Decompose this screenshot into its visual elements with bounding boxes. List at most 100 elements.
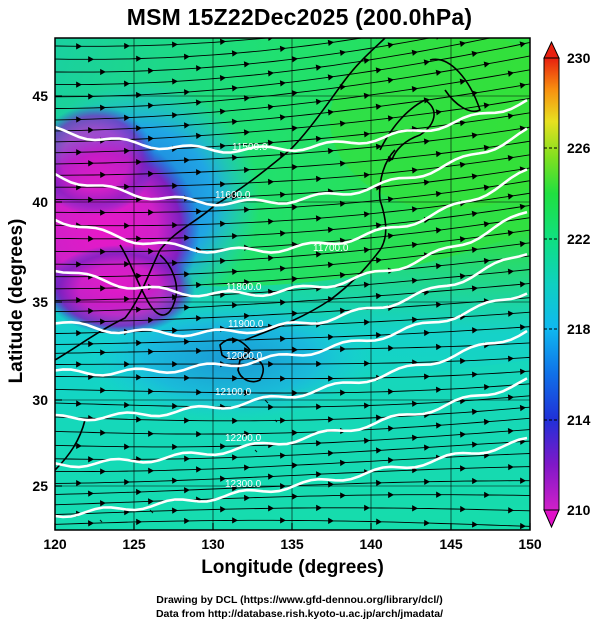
streamline-arrow: [292, 310, 298, 317]
streamline-arrow: [172, 78, 178, 85]
streamline-arrow: [172, 477, 178, 484]
contour-line: [55, 127, 528, 207]
streamline-arrow: [184, 517, 190, 525]
streamline-arrow: [424, 519, 430, 527]
streamline-arrow: [460, 431, 466, 438]
streamline-arrow: [76, 479, 82, 487]
contour-labels: 11500.0 11600.0 11700.0 11800.0 11900.0 …: [215, 142, 349, 490]
streamline-arrow: [220, 38, 226, 45]
streamline-arrow: [533, 451, 538, 456]
streamline-arrow: [364, 23, 369, 28]
streamline: [55, 126, 530, 165]
contour-label-12300: 12300.0: [225, 479, 262, 490]
streamline-arrow: [388, 491, 394, 499]
streamline-arrow: [76, 400, 82, 407]
streamline-arrow: [100, 500, 106, 507]
streamline-arrow: [424, 444, 430, 451]
streamline-arrow: [460, 505, 466, 513]
streamline: [55, 38, 365, 60]
streamline-arrow: [268, 288, 274, 296]
streamline: [55, 55, 530, 109]
streamline-arrow: [244, 347, 250, 354]
streamline-arrow: [387, 232, 394, 240]
streamline-arrow: [136, 158, 142, 166]
streamline-arrow: [459, 236, 466, 243]
streamline-arrow: [376, 479, 382, 487]
streamline-arrow: [484, 383, 490, 391]
streamline-arrow: [136, 488, 142, 496]
streamline: [55, 167, 530, 201]
streamline-arrow: [148, 135, 154, 142]
streamline-arrow: [100, 349, 106, 356]
streamline-arrow: [339, 120, 346, 127]
streamline-arrow: [172, 294, 178, 301]
streamline-arrow: [520, 438, 526, 445]
streamline-arrow: [483, 61, 490, 68]
streamline-arrow: [100, 387, 106, 394]
streamline-arrow: [232, 337, 238, 344]
streamline-arrow: [76, 184, 82, 191]
streamline-arrow: [423, 59, 430, 66]
streamline-arrow: [292, 493, 298, 500]
streamline-arrow: [375, 257, 382, 264]
streamline-arrow: [483, 144, 490, 151]
streamline-arrow: [508, 355, 514, 362]
streamline-arrow: [172, 507, 178, 514]
streamline-arrow: [124, 260, 130, 268]
streamline-arrow: [196, 281, 202, 289]
streamline-arrow: [279, 114, 286, 121]
streamline: [55, 494, 530, 506]
streamline: [55, 383, 530, 394]
streamline-arrow: [267, 70, 274, 77]
y-tick-label: 35: [32, 294, 48, 310]
streamline-arrow: [148, 430, 154, 437]
streamline-arrow: [507, 268, 514, 275]
streamline-arrow: [148, 316, 154, 324]
streamline-arrow: [172, 41, 178, 48]
contour-line: [55, 252, 528, 338]
contour-line: [55, 436, 528, 519]
streamline-arrow: [279, 80, 286, 87]
streamline-arrow: [472, 15, 477, 20]
streamline-arrow: [76, 43, 82, 50]
streamline-arrow: [471, 246, 478, 254]
streamline-arrow: [364, 437, 370, 444]
streamline-arrow: [244, 166, 250, 174]
streamline-arrow: [364, 319, 370, 326]
streamline-arrow: [472, 477, 478, 485]
streamline-arrow: [340, 389, 346, 396]
streamline-arrow: [316, 440, 322, 447]
streamline-arrow: [484, 452, 490, 459]
streamline-arrow: [232, 193, 238, 201]
streamline-arrow: [507, 394, 514, 401]
streamline-arrow: [376, 331, 382, 339]
streamline: [55, 38, 432, 73]
streamline-arrow: [340, 345, 346, 353]
streamline-arrow: [375, 184, 382, 191]
streamline-arrow: [435, 227, 442, 234]
streamline-arrow: [411, 241, 418, 249]
streamline-arrow: [232, 232, 238, 240]
streamline-arrow: [172, 360, 178, 368]
streamline-arrow: [411, 167, 418, 174]
x-tick-label: 130: [201, 536, 225, 552]
streamline-arrow: [316, 403, 322, 410]
streamline-arrow: [460, 357, 466, 365]
streamline: [55, 326, 530, 345]
streamline-arrow: [292, 346, 298, 353]
streamline-arrow: [436, 301, 442, 308]
streamline-arrow: [423, 138, 430, 145]
streamline-arrow: [280, 151, 286, 158]
streamline-arrow: [76, 329, 82, 337]
streamline-arrow: [148, 102, 154, 109]
streamline-arrow: [196, 132, 202, 139]
streamline-arrow: [244, 430, 250, 437]
streamline-arrow: [148, 67, 154, 74]
streamline-arrow: [232, 375, 238, 382]
streamline-arrow: [533, 340, 538, 345]
temperature-shading: [55, 15, 538, 530]
streamline-arrow: [124, 295, 130, 303]
streamline-arrow: [244, 279, 250, 286]
streamline-arrow: [172, 327, 178, 334]
streamline-arrow: [124, 401, 130, 409]
